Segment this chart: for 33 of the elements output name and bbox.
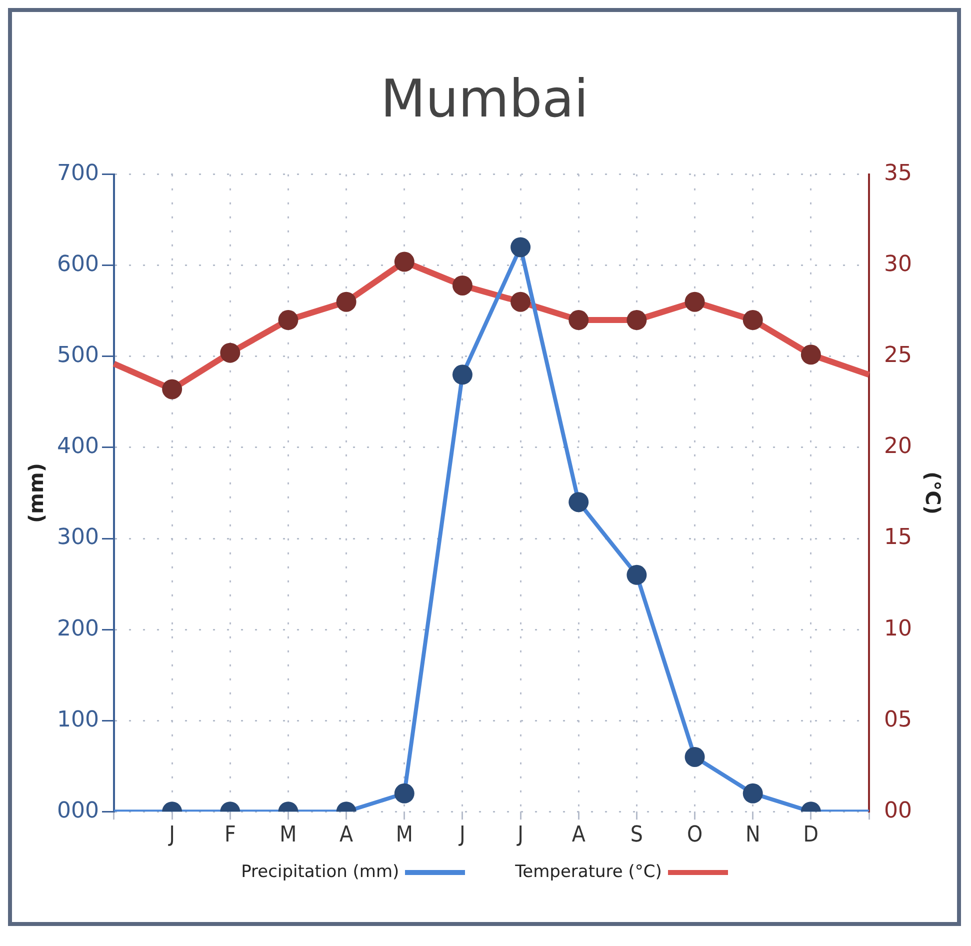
y2-tick-label: 00 [884, 798, 912, 824]
y-tick-label: 600 [56, 252, 99, 278]
y2-tick-label: 15 [884, 525, 912, 550]
x-tick-label: O [686, 822, 703, 848]
x-tick-label: A [340, 822, 354, 848]
y-tick-label: 000 [56, 798, 99, 824]
x-tick-label: A [572, 822, 586, 848]
y2-axis-title: (°C) [920, 472, 945, 514]
x-tick-label: J [516, 822, 524, 848]
chart-title: Mumbai [380, 70, 588, 130]
x-tick-label: M [396, 822, 413, 848]
y-tick-label: 400 [56, 434, 99, 460]
y-tick-label: 200 [56, 616, 99, 642]
x-tick-label: S [630, 822, 643, 848]
y-tick-label: 500 [56, 343, 99, 368]
y2-tick-label: 20 [884, 434, 912, 460]
legend-label: Temperature (°C) [515, 862, 662, 882]
x-tick-label: J [458, 822, 466, 848]
y-tick-label: 700 [56, 161, 99, 186]
y2-tick-label: 30 [884, 252, 912, 278]
y-tick-label: 300 [56, 525, 99, 550]
y2-tick-label: 25 [884, 343, 912, 368]
y-axis-title: (mm) [24, 463, 48, 523]
x-tick-label: F [224, 822, 236, 848]
y2-tick-label: 35 [884, 161, 912, 186]
x-tick-label: J [168, 822, 175, 848]
x-tick-label: D [803, 822, 819, 848]
legend-label: Precipitation (mm) [241, 862, 400, 882]
x-tick-label: N [745, 822, 760, 848]
y2-tick-label: 10 [884, 616, 912, 642]
y-tick-label: 100 [56, 707, 99, 732]
x-tick-label: M [280, 822, 297, 848]
y2-tick-label: 05 [884, 707, 912, 732]
